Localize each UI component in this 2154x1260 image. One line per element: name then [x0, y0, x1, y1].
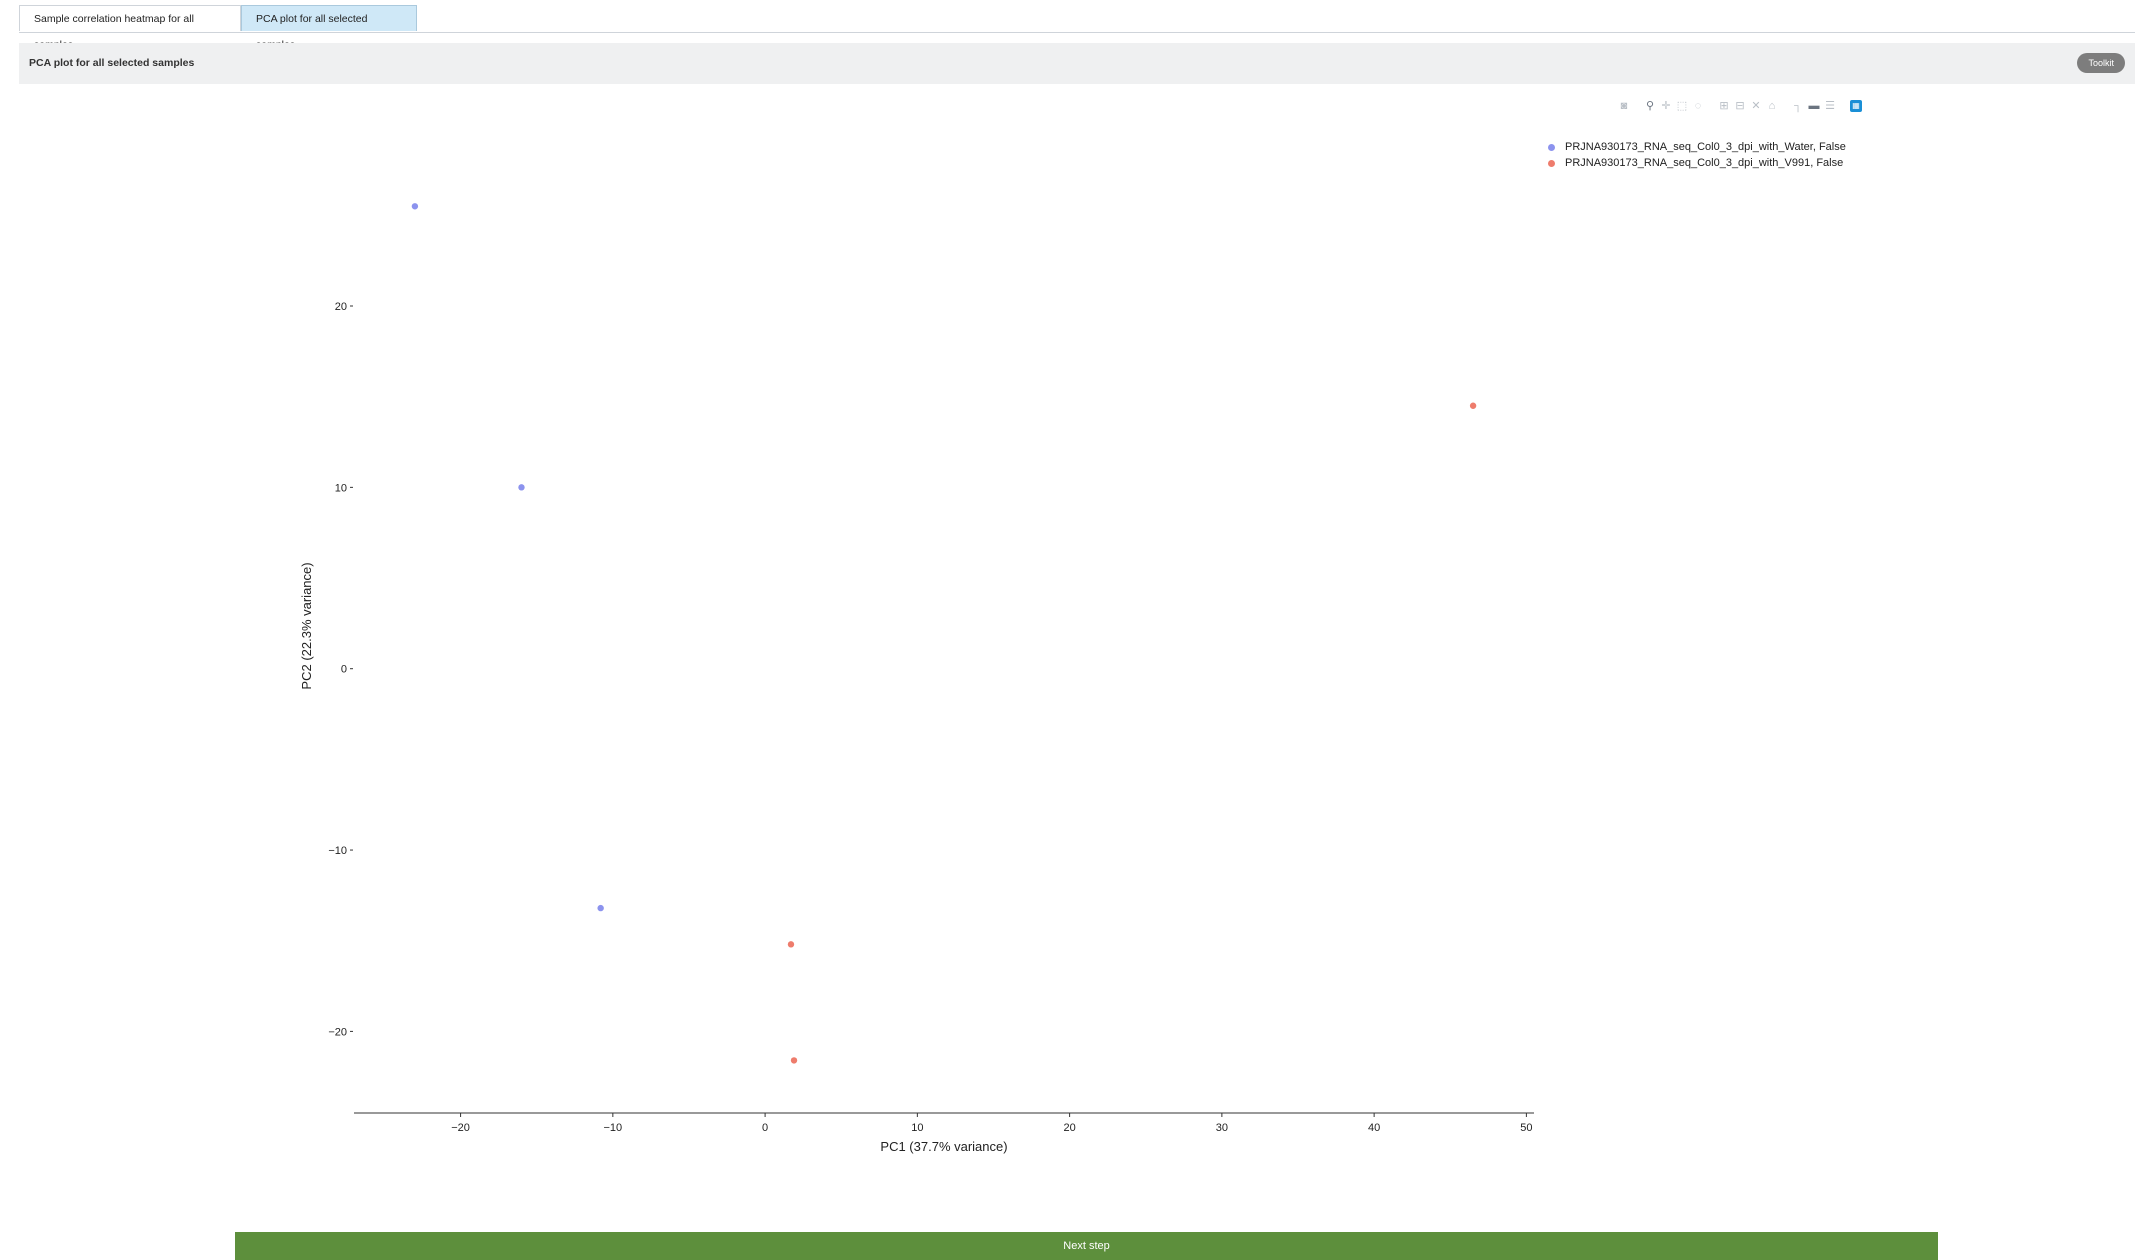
- scatter-point-series-1[interactable]: [790, 1057, 798, 1064]
- scatter-point-series-0[interactable]: [597, 904, 604, 912]
- y-tick-label: −10: [328, 845, 347, 857]
- y-tick-label: 20: [335, 301, 347, 313]
- scatter-point-series-1[interactable]: [787, 941, 795, 948]
- pca-scatter-plot: −20 −10 0 10 20 30 40 50 −20 −10 0 10 20 PC1 (37.7% …: [299, 203, 1534, 1154]
- y-tick-label: 10: [335, 482, 347, 494]
- pan-icon[interactable]: ✛: [1661, 100, 1671, 112]
- box-select-icon[interactable]: ⬚: [1676, 100, 1688, 112]
- camera-icon[interactable]: ◙: [1620, 100, 1628, 112]
- panel-title: PCA plot for all selected samples: [29, 57, 195, 69]
- zoom-icon[interactable]: ⚲: [1645, 100, 1655, 112]
- plot-points: [411, 203, 1477, 1064]
- hover-compare-icon[interactable]: ☰: [1825, 100, 1835, 112]
- y-axis-label: PC2 (22.3% variance): [299, 562, 314, 689]
- x-tick-label: 0: [762, 1122, 768, 1134]
- panel-header: PCA plot for all selected samples Toolki…: [19, 43, 2135, 84]
- x-tick-label: 10: [911, 1122, 923, 1134]
- scatter-point-series-1[interactable]: [1469, 402, 1477, 409]
- x-tick-label: 40: [1368, 1122, 1380, 1134]
- plot-axes: −20 −10 0 10 20 30 40 50 −20 −10 0 10 20: [328, 301, 1534, 1134]
- x-tick-label: 30: [1216, 1122, 1228, 1134]
- tab-correlation-heatmap[interactable]: Sample correlation heatmap for all sampl…: [19, 5, 241, 51]
- x-tick-label: −20: [451, 1122, 470, 1134]
- legend-item-v991[interactable]: PRJNA930173_RNA_seq_Col0_3_dpi_with_V991…: [1548, 155, 1846, 171]
- zoom-in-icon[interactable]: ⊞: [1719, 100, 1729, 112]
- plot-modebar: ◙ ⚲ ✛ ⬚ ◌ ⊞ ⊟ ✕ ⌂ ┐ ▬ ☰ ▦: [1618, 98, 1862, 114]
- legend-marker-v991: [1548, 159, 1555, 167]
- lasso-select-icon[interactable]: ◌: [1694, 100, 1702, 112]
- x-axis-label: PC1 (37.7% variance): [880, 1139, 1007, 1154]
- x-tick-label: 50: [1520, 1122, 1532, 1134]
- legend-item-water[interactable]: PRJNA930173_RNA_seq_Col0_3_dpi_with_Wate…: [1548, 139, 1846, 155]
- x-tick-label: 20: [1063, 1122, 1075, 1134]
- y-tick-label: 0: [341, 664, 347, 676]
- next-step-button[interactable]: Next step: [235, 1232, 1938, 1260]
- spike-lines-icon[interactable]: ┐: [1794, 100, 1802, 112]
- reset-axes-icon[interactable]: ⌂: [1768, 100, 1776, 112]
- y-tick-label: −20: [328, 1026, 347, 1038]
- x-tick-label: −10: [604, 1122, 623, 1134]
- scatter-point-series-0[interactable]: [518, 484, 525, 491]
- hover-closest-icon[interactable]: ▬: [1808, 100, 1820, 112]
- plot-legend: PRJNA930173_RNA_seq_Col0_3_dpi_with_Wate…: [1548, 139, 1846, 171]
- scatter-point-series-0[interactable]: [411, 203, 419, 210]
- legend-marker-water: [1548, 143, 1555, 151]
- legend-label-v991: PRJNA930173_RNA_seq_Col0_3_dpi_with_V991…: [1565, 157, 1844, 169]
- toolkit-button[interactable]: Toolkit: [2077, 53, 2125, 73]
- legend-label-water: PRJNA930173_RNA_seq_Col0_3_dpi_with_Wate…: [1565, 141, 1846, 153]
- plotly-logo-icon[interactable]: ▦: [1850, 100, 1862, 112]
- zoom-out-icon[interactable]: ⊟: [1735, 100, 1745, 112]
- autoscale-icon[interactable]: ✕: [1751, 100, 1761, 112]
